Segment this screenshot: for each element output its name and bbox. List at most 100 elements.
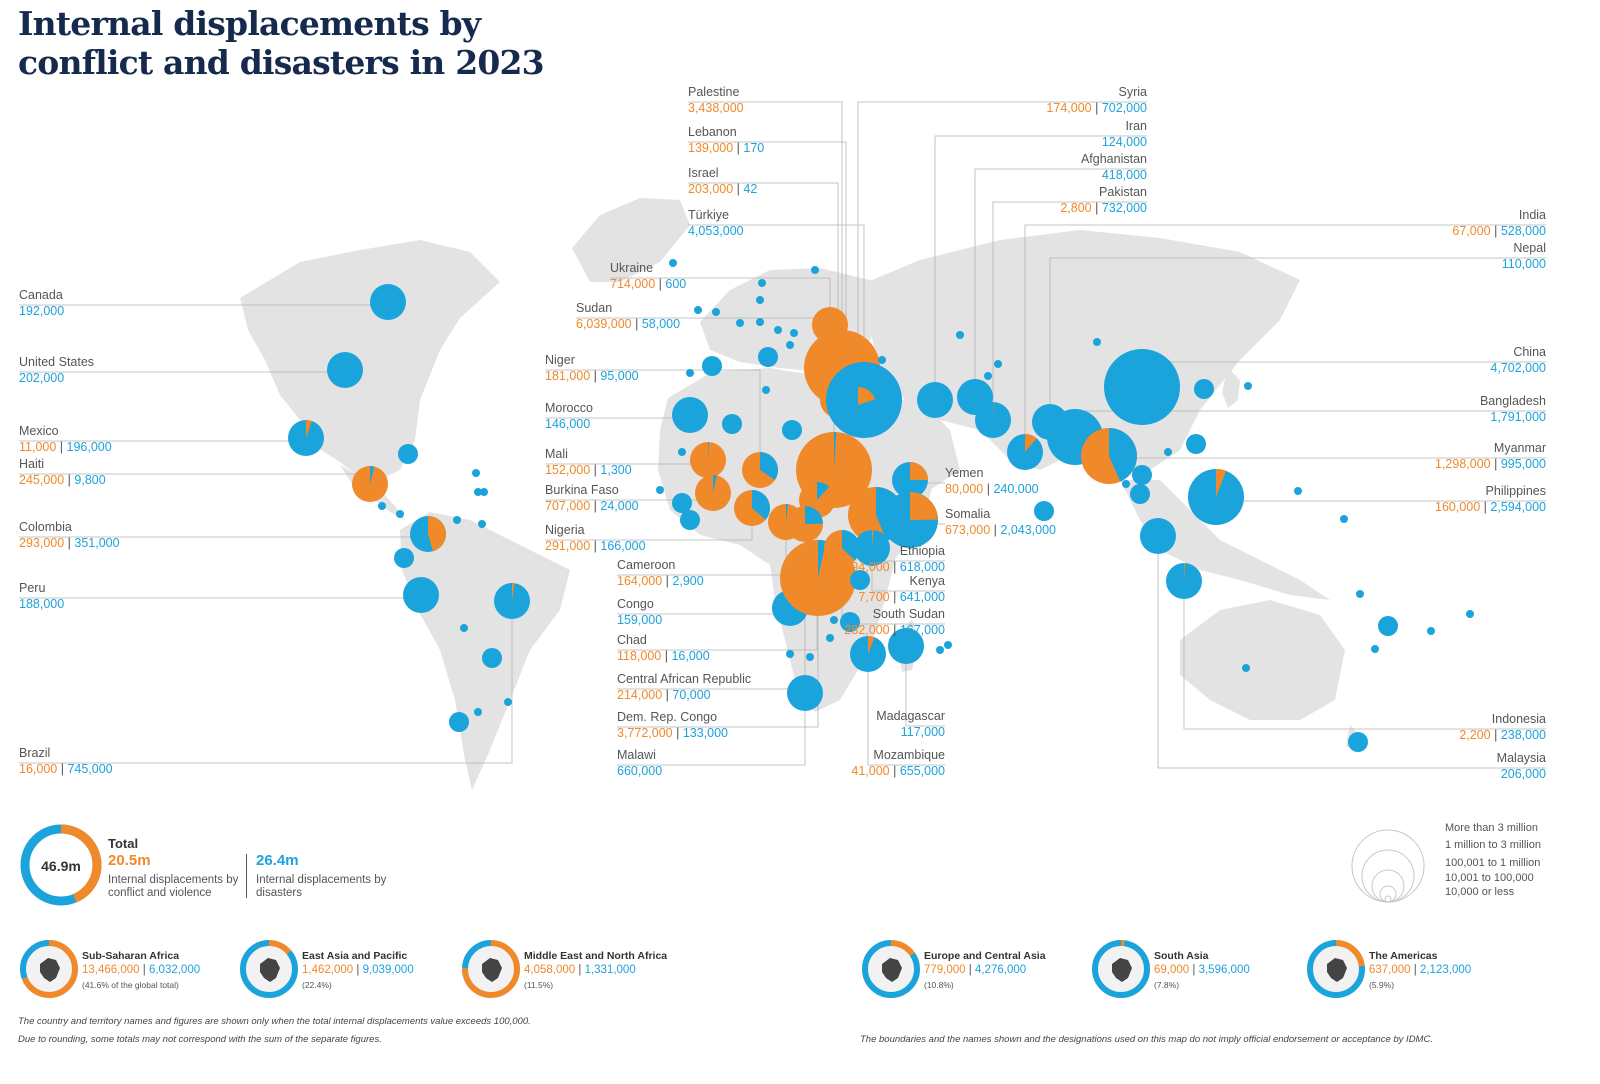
minor-bubble[interactable] — [398, 444, 418, 464]
bubble-yemen[interactable] — [892, 462, 928, 498]
bubble-canada[interactable] — [370, 284, 406, 320]
minor-bubble[interactable] — [736, 319, 744, 327]
value-separator: | — [139, 964, 149, 976]
bubble-united-states[interactable] — [327, 352, 363, 388]
minor-bubble[interactable] — [1371, 645, 1379, 653]
minor-bubble[interactable] — [984, 372, 992, 380]
minor-bubble[interactable] — [830, 616, 838, 624]
bubble-peru[interactable] — [403, 577, 439, 613]
bubble-morocco[interactable] — [672, 397, 708, 433]
minor-bubble[interactable] — [878, 356, 886, 364]
minor-bubble[interactable] — [994, 360, 1002, 368]
minor-bubble[interactable] — [694, 306, 702, 314]
bubble-syria[interactable] — [840, 387, 876, 423]
minor-bubble[interactable] — [1294, 487, 1302, 495]
bubble-south-sudan[interactable] — [824, 530, 860, 566]
bubble-mali[interactable] — [690, 442, 726, 478]
minor-bubble[interactable] — [936, 646, 944, 654]
minor-bubble[interactable] — [756, 296, 764, 304]
minor-bubble[interactable] — [774, 326, 782, 334]
country-name: Yemen — [945, 466, 984, 480]
minor-bubble[interactable] — [944, 641, 952, 649]
minor-bubble[interactable] — [811, 266, 819, 274]
minor-bubble[interactable] — [1130, 484, 1150, 504]
bubble-kenya[interactable] — [854, 530, 890, 566]
bubble-colombia[interactable] — [410, 516, 446, 552]
minor-bubble[interactable] — [1194, 379, 1214, 399]
minor-bubble[interactable] — [678, 448, 686, 456]
minor-bubble[interactable] — [686, 369, 694, 377]
minor-bubble[interactable] — [786, 341, 794, 349]
bubble-madagascar[interactable] — [888, 628, 924, 664]
minor-bubble[interactable] — [474, 488, 482, 496]
bubble-central-african-republic[interactable] — [787, 506, 823, 542]
minor-bubble[interactable] — [1466, 610, 1474, 618]
minor-bubble[interactable] — [712, 308, 720, 316]
value-separator: | — [64, 536, 75, 550]
minor-bubble[interactable] — [480, 488, 488, 496]
minor-bubble[interactable] — [758, 279, 766, 287]
minor-bubble[interactable] — [1093, 338, 1101, 346]
minor-bubble[interactable] — [1427, 627, 1435, 635]
minor-bubble[interactable] — [453, 516, 461, 524]
minor-bubble[interactable] — [472, 469, 480, 477]
minor-bubble[interactable] — [796, 683, 816, 703]
minor-bubble[interactable] — [504, 698, 512, 706]
minor-bubble[interactable] — [460, 624, 468, 632]
bubble-haiti[interactable] — [352, 466, 388, 502]
bubble-ethiopia[interactable] — [848, 487, 905, 543]
minor-bubble[interactable] — [1034, 501, 1054, 521]
minor-bubble[interactable] — [786, 650, 794, 658]
bubble-india[interactable] — [1007, 434, 1043, 470]
minor-bubble[interactable] — [680, 510, 700, 530]
minor-bubble[interactable] — [449, 712, 469, 732]
minor-bubble[interactable] — [702, 356, 722, 376]
minor-bubble[interactable] — [478, 520, 486, 528]
bubble-malaysia[interactable] — [1140, 518, 1176, 554]
minor-bubble[interactable] — [850, 570, 870, 590]
minor-bubble[interactable] — [806, 653, 814, 661]
minor-bubble[interactable] — [474, 708, 482, 716]
minor-bubble[interactable] — [669, 259, 677, 267]
minor-bubble[interactable] — [1378, 616, 1398, 636]
bubble-pakistan[interactable] — [975, 402, 1011, 438]
minor-bubble[interactable] — [482, 648, 502, 668]
bubble-nigeria[interactable] — [734, 490, 770, 526]
bubble-brazil[interactable] — [494, 583, 530, 619]
minor-bubble[interactable] — [1356, 590, 1364, 598]
minor-bubble[interactable] — [756, 318, 764, 326]
minor-bubble[interactable] — [840, 612, 860, 632]
minor-bubble[interactable] — [1242, 664, 1250, 672]
minor-bubble[interactable] — [394, 548, 414, 568]
bubble-myanmar[interactable] — [1081, 428, 1137, 484]
region-conflict-value: 4,058,000 — [524, 964, 576, 976]
minor-bubble[interactable] — [1340, 515, 1348, 523]
minor-bubble[interactable] — [762, 386, 770, 394]
minor-bubble[interactable] — [656, 486, 664, 494]
minor-bubble[interactable] — [782, 420, 802, 440]
minor-bubble[interactable] — [826, 634, 834, 642]
bubble-burkina-faso[interactable] — [695, 475, 731, 511]
bubble-ukraine[interactable] — [812, 307, 848, 343]
bubble-china[interactable] — [1104, 349, 1180, 425]
minor-bubble[interactable] — [1122, 480, 1130, 488]
minor-bubble[interactable] — [672, 493, 692, 513]
minor-bubble[interactable] — [722, 414, 742, 434]
bubble-niger[interactable] — [742, 452, 778, 488]
minor-bubble[interactable] — [956, 331, 964, 339]
minor-bubble[interactable] — [1186, 434, 1206, 454]
bubble-indonesia[interactable] — [1166, 563, 1202, 599]
minor-bubble[interactable] — [790, 329, 798, 337]
minor-bubble[interactable] — [1132, 465, 1152, 485]
bubble-mozambique[interactable] — [850, 636, 886, 672]
minor-bubble[interactable] — [378, 502, 386, 510]
bubble-iran[interactable] — [917, 382, 953, 418]
minor-bubble[interactable] — [1348, 732, 1368, 752]
region-values: 69,000 | 3,596,000 — [1154, 964, 1250, 976]
minor-bubble[interactable] — [758, 347, 778, 367]
minor-bubble[interactable] — [1164, 448, 1172, 456]
minor-bubble[interactable] — [396, 510, 404, 518]
bubble-philippines[interactable] — [1188, 469, 1244, 525]
minor-bubble[interactable] — [1244, 382, 1252, 390]
bubble-mexico[interactable] — [288, 420, 324, 456]
